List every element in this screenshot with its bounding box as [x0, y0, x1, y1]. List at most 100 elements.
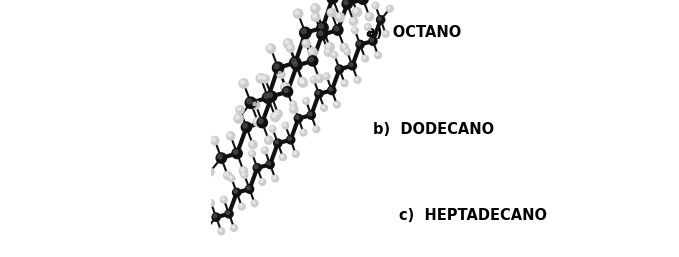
Circle shape [268, 162, 271, 165]
Circle shape [285, 40, 289, 44]
Circle shape [372, 2, 379, 9]
Circle shape [264, 94, 269, 98]
Circle shape [274, 64, 279, 69]
Circle shape [325, 42, 334, 52]
Circle shape [236, 115, 239, 119]
Circle shape [253, 117, 263, 127]
Circle shape [273, 176, 276, 179]
Circle shape [291, 106, 295, 110]
Circle shape [232, 226, 235, 228]
Circle shape [282, 84, 286, 88]
Circle shape [342, 80, 348, 87]
Circle shape [280, 82, 290, 92]
Circle shape [369, 37, 377, 45]
Circle shape [265, 137, 270, 141]
Circle shape [298, 77, 307, 87]
Circle shape [340, 43, 348, 52]
Circle shape [271, 112, 280, 122]
Circle shape [318, 31, 323, 35]
Circle shape [331, 52, 337, 58]
Circle shape [357, 42, 361, 45]
Circle shape [236, 106, 244, 114]
Circle shape [268, 93, 272, 97]
Circle shape [249, 150, 255, 157]
Circle shape [334, 26, 339, 31]
Circle shape [344, 48, 350, 55]
Circle shape [309, 57, 314, 62]
Circle shape [282, 122, 289, 129]
Circle shape [227, 133, 232, 136]
Circle shape [262, 76, 265, 79]
Circle shape [378, 17, 381, 20]
Circle shape [228, 175, 235, 182]
Circle shape [233, 188, 241, 197]
Circle shape [388, 6, 390, 9]
Circle shape [351, 19, 354, 22]
Circle shape [243, 124, 247, 128]
Circle shape [301, 130, 304, 133]
Circle shape [262, 92, 274, 103]
Circle shape [261, 75, 270, 83]
Circle shape [253, 201, 255, 204]
Circle shape [354, 77, 361, 83]
Circle shape [337, 66, 340, 70]
Circle shape [302, 39, 310, 48]
Circle shape [225, 210, 233, 218]
Circle shape [287, 45, 291, 49]
Circle shape [253, 102, 257, 106]
Circle shape [328, 86, 336, 95]
Circle shape [257, 117, 268, 128]
Circle shape [272, 175, 278, 182]
Circle shape [384, 32, 386, 34]
Circle shape [277, 70, 285, 78]
Circle shape [308, 48, 317, 57]
Circle shape [290, 105, 298, 113]
Circle shape [290, 101, 297, 108]
Circle shape [295, 10, 299, 14]
Circle shape [265, 136, 273, 144]
Circle shape [204, 226, 207, 229]
Circle shape [299, 79, 308, 87]
Circle shape [275, 111, 278, 114]
Circle shape [241, 172, 248, 178]
Circle shape [300, 129, 307, 136]
Circle shape [260, 180, 263, 182]
Circle shape [247, 99, 252, 104]
Circle shape [240, 168, 244, 171]
Circle shape [304, 99, 306, 102]
Circle shape [208, 201, 211, 204]
Circle shape [310, 76, 317, 83]
Circle shape [239, 79, 249, 88]
Circle shape [365, 24, 371, 30]
Circle shape [241, 122, 252, 132]
Circle shape [237, 107, 240, 110]
Circle shape [382, 31, 389, 37]
Circle shape [245, 185, 254, 193]
Circle shape [344, 0, 348, 5]
Circle shape [257, 75, 261, 79]
Circle shape [352, 27, 359, 34]
Circle shape [300, 80, 304, 84]
Circle shape [206, 168, 214, 176]
Circle shape [362, 55, 369, 62]
Text: a)  OCTANO: a) OCTANO [367, 25, 462, 40]
Circle shape [315, 74, 323, 82]
Circle shape [329, 10, 332, 13]
Circle shape [221, 196, 227, 203]
Circle shape [315, 90, 323, 98]
Circle shape [238, 203, 245, 210]
Circle shape [274, 139, 282, 147]
Circle shape [358, 0, 368, 4]
Circle shape [309, 49, 313, 53]
Circle shape [370, 38, 373, 42]
Circle shape [335, 65, 344, 73]
Circle shape [342, 45, 345, 48]
Circle shape [325, 49, 329, 53]
Circle shape [234, 190, 237, 193]
Circle shape [317, 22, 328, 33]
Circle shape [325, 48, 333, 56]
Circle shape [240, 80, 244, 84]
Circle shape [251, 200, 258, 207]
Circle shape [293, 62, 297, 66]
Circle shape [255, 165, 258, 168]
